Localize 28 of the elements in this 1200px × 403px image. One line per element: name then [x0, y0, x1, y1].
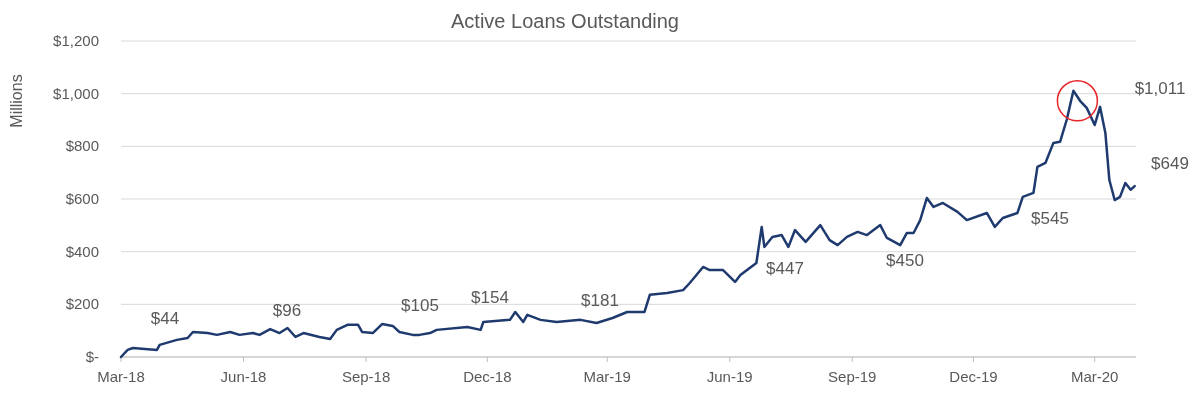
- y-tick-label: $600: [65, 190, 99, 207]
- annotation: $105: [401, 296, 439, 315]
- y-tick-label: $400: [65, 242, 99, 260]
- y-tick-label: $-: [85, 348, 99, 365]
- x-tick-label: Mar-19: [583, 368, 631, 385]
- annotation: $447: [766, 259, 804, 278]
- y-tick-label: $1,200: [53, 32, 99, 49]
- x-tick-label: Dec-18: [463, 368, 512, 385]
- x-tick-label: Jun-18: [220, 368, 267, 385]
- x-tick-label: Jun-19: [706, 368, 753, 385]
- annotation: $96: [272, 301, 302, 320]
- y-tick-label: $200: [65, 295, 99, 313]
- text: $649: [1151, 154, 1189, 173]
- y-tick-label: $1,000: [53, 84, 99, 102]
- x-tick-label: Mar-18: [97, 368, 145, 385]
- annotation: $545: [1031, 209, 1069, 228]
- y-axis-title: Millions: [8, 74, 25, 128]
- x-tick-label: Dec-19: [949, 368, 998, 385]
- annotation: $44: [150, 309, 180, 328]
- annotation: $450: [886, 251, 924, 270]
- x-tick-label: Sep-18: [341, 368, 391, 385]
- chart-title: Active Loans Outstanding: [451, 10, 679, 32]
- annotation: $1,011: [1134, 79, 1186, 98]
- x-tick-label: Sep-19: [828, 368, 877, 385]
- annotation: $154: [471, 288, 509, 307]
- annotation: $181: [581, 291, 619, 310]
- x-tick-label: Mar-20: [1070, 368, 1119, 385]
- y-tick-label: $800: [65, 137, 99, 155]
